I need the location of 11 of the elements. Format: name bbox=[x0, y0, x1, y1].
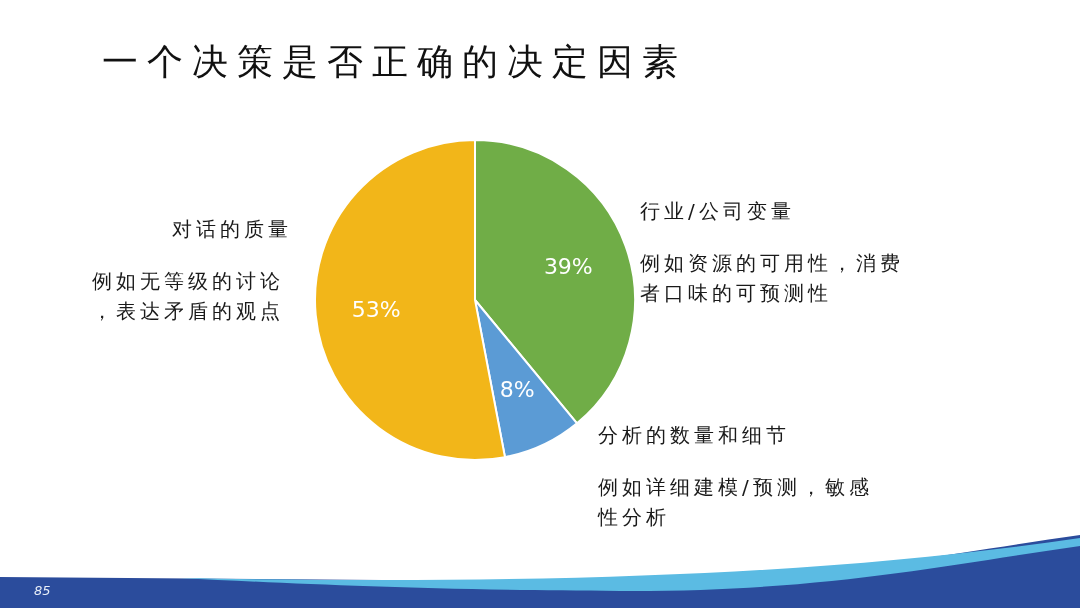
text: 例如资源的可用性，消费者口味的可预测性 bbox=[640, 250, 905, 307]
data-label: 39% bbox=[543, 253, 593, 279]
slice-label: 行业/公司变量 bbox=[640, 198, 796, 225]
chart-title: 一个决策是否正确的决定因素 bbox=[102, 40, 687, 84]
text: 例如无等级的讨论，表达矛盾的观点 bbox=[92, 268, 285, 325]
data-label: 53% bbox=[351, 296, 401, 322]
text: 例如详细建模/预测，敏感性分析 bbox=[598, 474, 874, 531]
data-label: 8% bbox=[499, 377, 535, 403]
slice-label: 分析的数量和细节 bbox=[598, 422, 791, 449]
text: 85 bbox=[34, 583, 51, 598]
slice-label: 对话的质量 bbox=[171, 216, 292, 243]
